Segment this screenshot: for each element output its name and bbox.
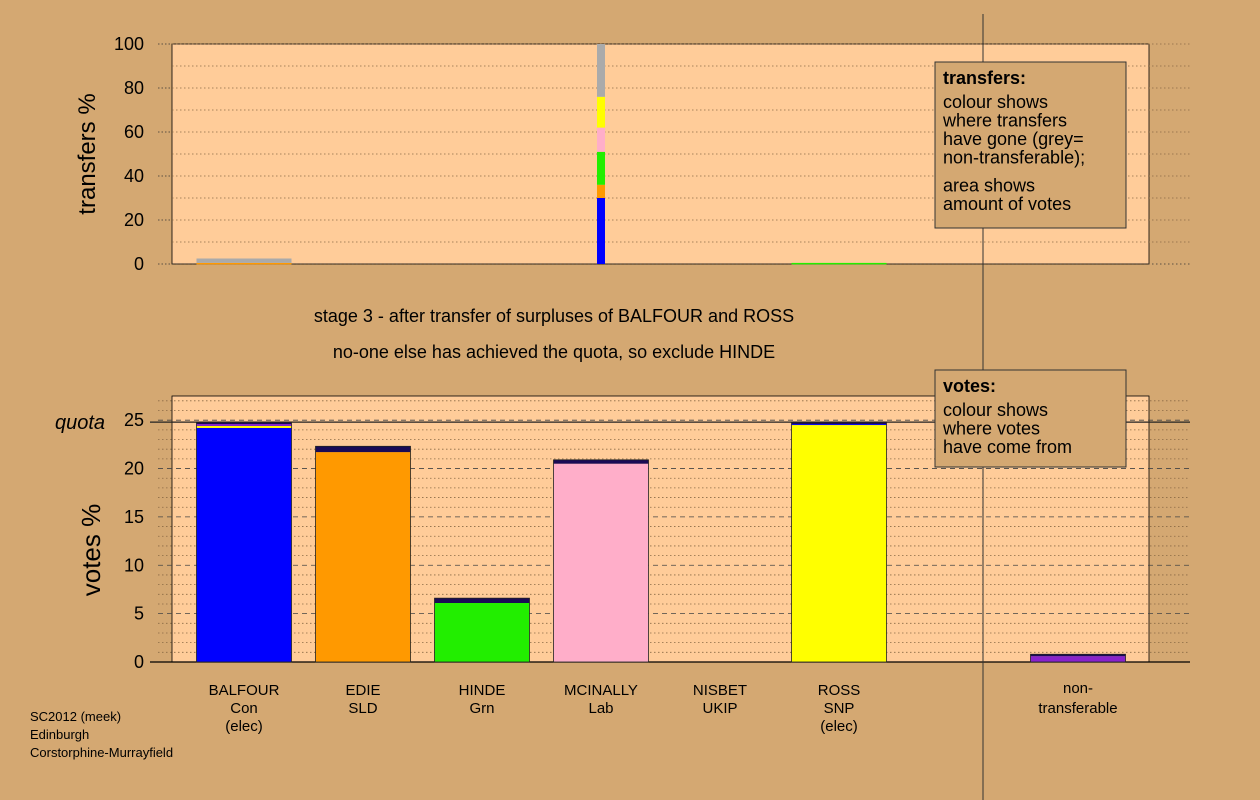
y-tick-label: 80	[124, 78, 144, 98]
x-tick-label: BALFOUR	[209, 682, 280, 699]
legend-text: have gone (grey=	[943, 129, 1084, 149]
transfer-segment	[597, 151, 605, 185]
vote-segment	[1030, 656, 1126, 662]
votes-y-axis-label: votes %	[76, 504, 106, 597]
transfer-segment	[597, 44, 605, 97]
x-tick-label: non-	[1063, 680, 1093, 697]
transfer-segment	[196, 262, 292, 265]
x-tick-label: UKIP	[702, 700, 737, 717]
vote-segment	[315, 452, 411, 662]
vote-bar-outline	[434, 597, 530, 663]
votes-x-labels: BALFOURCon(elec)EDIESLDHINDEGrnMCINALLYL…	[209, 680, 1118, 735]
x-tick-label: ROSS	[818, 682, 861, 699]
vote-segment	[196, 427, 292, 662]
stage-subheading: no-one else has achieved the quota, so e…	[333, 342, 775, 362]
stage-heading: stage 3 - after transfer of surpluses of…	[314, 306, 794, 326]
x-tick-label: Grn	[469, 700, 494, 717]
x-tick-label: transferable	[1038, 700, 1117, 717]
vote-bar-outline	[315, 445, 411, 663]
y-tick-label: 15	[124, 507, 144, 527]
legend-title: transfers:	[943, 68, 1026, 88]
vote-segment	[196, 425, 292, 428]
vote-segment	[791, 424, 887, 426]
footer-line: SC2012 (meek)	[30, 709, 121, 724]
x-tick-label: MCINALLY	[564, 682, 638, 699]
transfers-y-ticks: 0 20 40 60 80 100	[114, 34, 172, 274]
source-footer: SC2012 (meek) Edinburgh Corstorphine-Murra…	[30, 709, 173, 760]
transfer-segment	[196, 258, 292, 263]
y-tick-label: 0	[134, 652, 144, 672]
vote-segment	[1030, 654, 1126, 657]
legend-text: have come from	[943, 437, 1072, 457]
legend-title: votes:	[943, 376, 996, 396]
votes-y-ticks: 0 5 10 15 20 25	[124, 410, 144, 672]
y-tick-label: 5	[134, 604, 144, 624]
y-tick-label: 20	[124, 210, 144, 230]
legend-box	[934, 61, 1127, 229]
vote-segment	[196, 422, 292, 425]
x-tick-label: HINDE	[459, 682, 506, 699]
x-tick-label: (elec)	[820, 718, 858, 735]
vote-segment	[553, 463, 649, 662]
x-tick-label: NISBET	[693, 682, 747, 699]
y-tick-label: 20	[124, 459, 144, 479]
legend-text: colour shows	[943, 92, 1048, 112]
vote-segment	[791, 422, 887, 425]
vote-segment	[315, 446, 411, 453]
y-tick-label: 60	[124, 122, 144, 142]
vote-segment	[434, 602, 530, 662]
transfer-segment	[597, 127, 605, 152]
x-tick-label: SLD	[348, 700, 377, 717]
vote-segment	[196, 424, 292, 426]
y-tick-label: 40	[124, 166, 144, 186]
x-tick-label: EDIE	[345, 682, 380, 699]
transfer-segment	[791, 262, 887, 265]
votes-bars	[196, 421, 1126, 663]
legend-text: non-transferable);	[943, 148, 1085, 168]
x-tick-label: Lab	[588, 700, 613, 717]
y-tick-label: 10	[124, 555, 144, 575]
vote-bar-outline	[553, 459, 649, 663]
y-tick-label: 0	[134, 254, 144, 274]
quota-label: quota	[55, 412, 105, 434]
footer-line: Edinburgh	[30, 727, 89, 742]
x-tick-label: SNP	[824, 700, 855, 717]
legend-text: area shows	[943, 176, 1035, 196]
footer-line: Corstorphine-Murrayfield	[30, 745, 173, 760]
legend-text: amount of votes	[943, 194, 1071, 214]
legend-text: where transfers	[942, 111, 1067, 131]
y-tick-label: 25	[124, 410, 144, 430]
vote-segment	[791, 425, 887, 662]
legend-text: colour shows	[943, 400, 1048, 420]
legend-box	[934, 369, 1127, 468]
legend-text: where votes	[942, 419, 1040, 439]
vote-bar-outline	[1030, 653, 1126, 663]
x-tick-label: (elec)	[225, 718, 263, 735]
transfers-y-axis-label: transfers %	[74, 93, 101, 214]
transfer-segment	[597, 184, 605, 198]
x-tick-label: Con	[230, 700, 258, 717]
vote-segment	[434, 598, 530, 603]
transfers-bars	[196, 44, 887, 265]
vote-segment	[553, 459, 649, 464]
transfer-segment	[597, 198, 605, 264]
y-tick-label: 100	[114, 34, 144, 54]
transfer-segment	[597, 96, 605, 128]
